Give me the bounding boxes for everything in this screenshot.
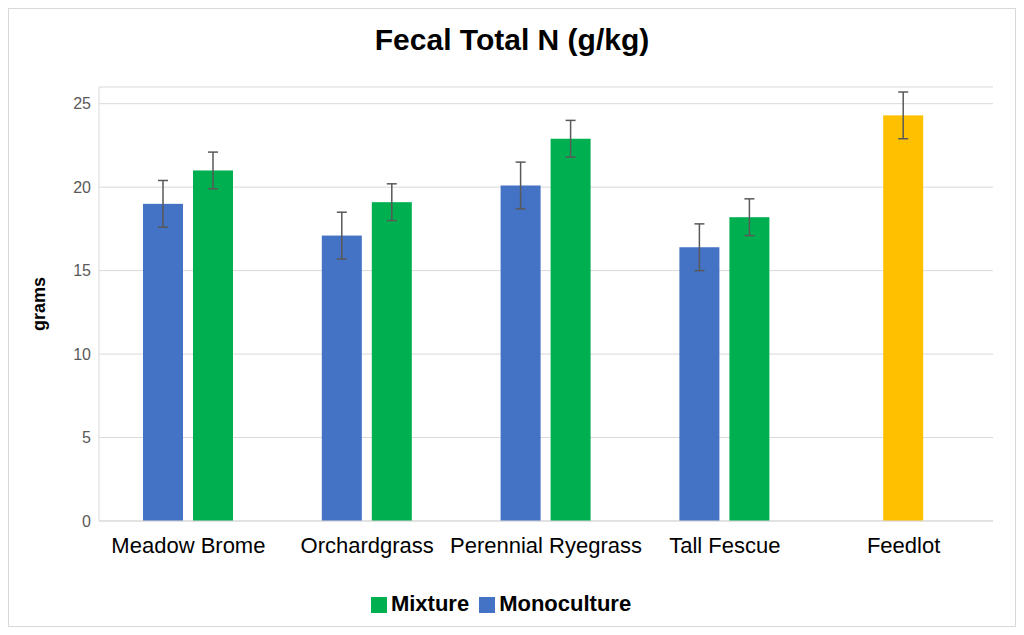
svg-text:Meadow Brome: Meadow Brome — [111, 533, 265, 558]
svg-text:Perennial Ryegrass: Perennial Ryegrass — [450, 533, 642, 558]
svg-text:Orchardgrass: Orchardgrass — [301, 533, 434, 558]
svg-text:0: 0 — [82, 513, 91, 530]
svg-text:10: 10 — [73, 346, 91, 363]
svg-text:Tall Fescue: Tall Fescue — [669, 533, 780, 558]
html-text:Monoculture: Monoculture — [499, 591, 632, 616]
svg-text:Feedlot: Feedlot — [867, 533, 940, 558]
html-text:Mixture: Mixture — [390, 591, 470, 616]
svg-text:grams: grams — [29, 277, 49, 331]
svg-text:15: 15 — [73, 262, 91, 279]
svg-text:5: 5 — [82, 429, 91, 446]
html-text:Fecal Total N (g/kg): Fecal Total N (g/kg) — [374, 23, 650, 56]
svg-text:25: 25 — [73, 95, 91, 112]
svg-text:20: 20 — [73, 179, 91, 196]
